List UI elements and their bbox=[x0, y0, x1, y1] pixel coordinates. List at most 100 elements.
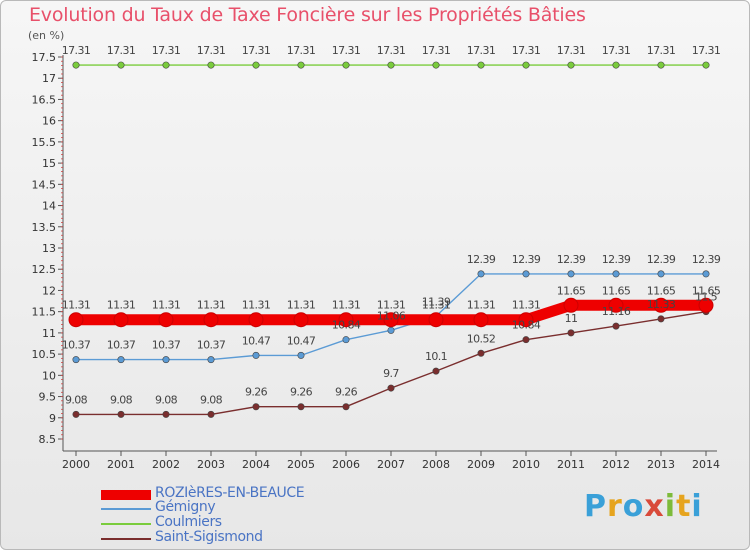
data-label: 17.31 bbox=[377, 44, 406, 57]
data-point bbox=[207, 356, 215, 364]
logo-letter: i bbox=[664, 489, 677, 524]
data-point bbox=[387, 61, 395, 69]
data-label: 11.31 bbox=[242, 299, 271, 312]
data-label: 10.84 bbox=[332, 319, 361, 332]
data-point bbox=[518, 312, 534, 328]
data-label: 9.26 bbox=[335, 386, 358, 399]
data-point bbox=[342, 403, 350, 411]
y-tick-label: 13 bbox=[42, 242, 56, 255]
data-label: 11.16 bbox=[602, 305, 631, 318]
data-point bbox=[117, 61, 125, 69]
legend-label: Saint-Sigismond bbox=[155, 529, 263, 545]
data-label: 17.31 bbox=[62, 44, 91, 57]
data-label: 11.31 bbox=[287, 299, 316, 312]
data-label: 11.06 bbox=[377, 309, 406, 322]
x-tick-label: 2013 bbox=[647, 458, 675, 471]
legend-swatch bbox=[101, 538, 151, 540]
x-tick-label: 2001 bbox=[107, 458, 135, 471]
y-tick-label: 11.5 bbox=[32, 306, 57, 319]
data-point bbox=[702, 270, 710, 278]
data-label: 12.39 bbox=[557, 253, 586, 266]
data-label: 10.37 bbox=[62, 339, 91, 352]
logo-letter: o bbox=[622, 489, 645, 524]
data-label: 10.37 bbox=[107, 339, 136, 352]
data-label: 9.08 bbox=[110, 393, 133, 406]
y-tick-label: 10.5 bbox=[32, 348, 57, 361]
x-tick-label: 2005 bbox=[287, 458, 315, 471]
data-point bbox=[252, 351, 260, 359]
x-tick-label: 2010 bbox=[512, 458, 540, 471]
x-tick-label: 2008 bbox=[422, 458, 450, 471]
logo-letter: x bbox=[644, 489, 665, 524]
y-tick-label: 13.5 bbox=[32, 221, 57, 234]
data-label: 17.31 bbox=[467, 44, 496, 57]
logo-letter: i bbox=[691, 489, 703, 524]
legend-swatch bbox=[101, 508, 151, 510]
data-point bbox=[428, 312, 444, 328]
y-tick-label: 17.5 bbox=[32, 51, 57, 64]
data-point bbox=[342, 61, 350, 69]
y-tick-label: 9.5 bbox=[39, 391, 57, 404]
x-tick-label: 2002 bbox=[152, 458, 180, 471]
data-label: 9.08 bbox=[200, 393, 223, 406]
data-point bbox=[477, 349, 485, 357]
data-label: 17.31 bbox=[242, 44, 271, 57]
data-label: 11.33 bbox=[647, 298, 676, 311]
data-label: 17.31 bbox=[197, 44, 226, 57]
data-point bbox=[117, 410, 125, 418]
data-label: 10.37 bbox=[152, 339, 181, 352]
data-label: 11.65 bbox=[602, 284, 631, 297]
y-tick-label: 16 bbox=[42, 115, 56, 128]
data-label: 11.31 bbox=[332, 299, 361, 312]
logo-letter: r bbox=[607, 489, 623, 524]
data-point bbox=[207, 410, 215, 418]
data-point bbox=[563, 297, 579, 313]
data-point bbox=[68, 312, 84, 328]
legend-label: Gémigny bbox=[155, 499, 216, 515]
data-point bbox=[567, 329, 575, 337]
y-tick-label: 16.5 bbox=[32, 93, 57, 106]
data-point bbox=[567, 270, 575, 278]
data-label: 17.31 bbox=[107, 44, 136, 57]
data-label: 17.31 bbox=[602, 44, 631, 57]
data-label: 17.31 bbox=[152, 44, 181, 57]
y-tick-label: 15.5 bbox=[32, 136, 57, 149]
data-label: 17.31 bbox=[287, 44, 316, 57]
data-label: 10.52 bbox=[467, 332, 496, 345]
data-point bbox=[203, 312, 219, 328]
data-label: 11.31 bbox=[377, 299, 406, 312]
series-labels: 17.31 17.31 17.31 17.31 17.31 17.31 17.31 17.31… bbox=[62, 44, 722, 406]
y-tick-label: 10 bbox=[42, 369, 56, 382]
data-label: 11.31 bbox=[467, 299, 496, 312]
data-point bbox=[657, 61, 665, 69]
data-point bbox=[477, 61, 485, 69]
logo-letter: t bbox=[676, 489, 692, 524]
data-label: 9.08 bbox=[155, 393, 178, 406]
data-point bbox=[293, 312, 309, 328]
series-points bbox=[68, 61, 714, 418]
data-point bbox=[657, 270, 665, 278]
data-point bbox=[477, 270, 485, 278]
data-label: 11.31 bbox=[197, 299, 226, 312]
chart-title: Evolution du Taux de Taxe Foncière sur l… bbox=[29, 4, 586, 26]
data-label: 9.26 bbox=[245, 386, 268, 399]
data-point bbox=[297, 61, 305, 69]
data-point bbox=[297, 403, 305, 411]
data-label: 9.08 bbox=[65, 393, 88, 406]
data-label: 10.47 bbox=[242, 334, 271, 347]
y-tick-label: 9 bbox=[49, 412, 56, 425]
data-label: 10.1 bbox=[425, 350, 447, 363]
data-label: 17.31 bbox=[512, 44, 541, 57]
data-label: 11 bbox=[565, 312, 578, 325]
data-label: 10.37 bbox=[197, 339, 226, 352]
data-label: 12.39 bbox=[602, 253, 631, 266]
data-label: 17.31 bbox=[332, 44, 361, 57]
data-label: 12.39 bbox=[647, 253, 676, 266]
data-point bbox=[612, 322, 620, 330]
data-label: 11.5 bbox=[695, 291, 718, 304]
data-point bbox=[158, 312, 174, 328]
data-point bbox=[522, 61, 530, 69]
x-tick-label: 2003 bbox=[197, 458, 225, 471]
